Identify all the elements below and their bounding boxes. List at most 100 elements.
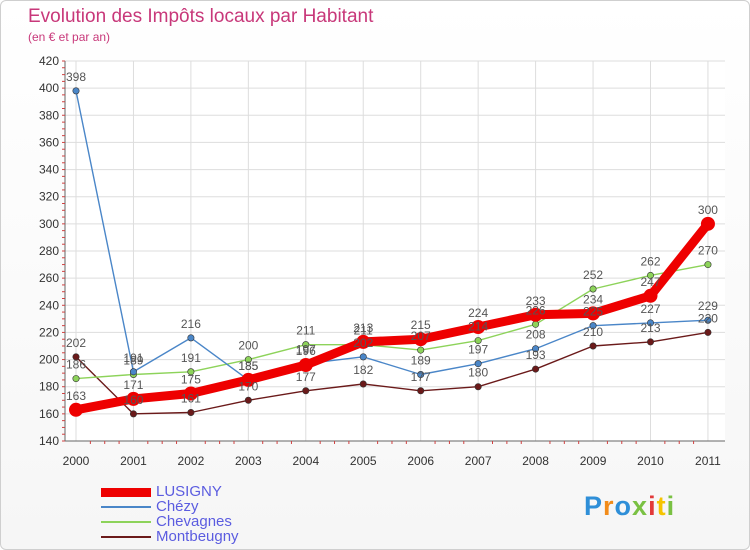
data-label: 163 [66,389,86,403]
x-tick-label: 2008 [522,454,549,468]
data-label: 191 [123,351,143,365]
data-point [359,380,367,388]
data-label: 208 [526,328,546,342]
data-point [359,353,367,361]
x-tick-label: 2007 [465,454,492,468]
data-point [129,368,137,376]
legend-label: LUSIGNY [156,483,222,500]
x-tick-label: 2002 [178,454,205,468]
data-point [528,307,543,322]
data-point [187,408,195,416]
data-point [646,271,654,279]
legend-label: Chézy [156,498,199,515]
data-point [356,334,371,349]
data-point [646,319,654,327]
data-point [72,87,80,95]
series-line-lusigny [71,219,713,415]
proxiti-logo: Proxiti [584,491,676,521]
x-tick-label: 2011 [695,454,721,468]
data-label: 185 [238,359,258,373]
data-point [532,365,540,373]
data-label: 215 [411,318,431,332]
series-line-chézy [75,90,709,381]
y-tick-label: 360 [39,135,59,149]
data-label: 227 [640,302,660,316]
data-label: 213 [640,321,660,335]
series-line-chevagnes [75,263,709,380]
data-point [244,396,252,404]
data-point [532,345,540,353]
data-point [643,288,658,303]
data-label: 234 [583,292,603,306]
data-label: 160 [123,393,143,407]
data-label: 189 [123,354,143,368]
legend-swatch [101,536,151,538]
data-point [183,386,198,401]
data-point [241,372,256,387]
y-tick-label: 420 [39,54,59,68]
data-label: 216 [181,317,201,331]
data-point [474,360,482,368]
data-label: 210 [583,325,603,339]
data-label: 207 [411,329,431,343]
data-label: 171 [123,378,143,392]
data-label: 211 [296,324,315,338]
x-tick-label: 2001 [120,454,147,468]
data-point [69,402,83,417]
x-tick-label: 2003 [235,454,262,468]
x-tick-label: 2010 [637,454,664,468]
data-point [302,387,310,395]
y-tick-label: 160 [39,407,59,421]
y-tick-label: 380 [39,108,59,122]
legend-swatch [101,487,151,497]
data-label: 182 [353,363,373,377]
data-label: 214 [468,320,488,334]
data-point [704,328,712,336]
data-label: 177 [296,370,316,384]
data-point [72,353,80,361]
data-point [298,358,313,372]
data-label: 197 [296,343,316,357]
data-label: 213 [353,321,373,335]
data-point [302,341,310,349]
data-label: 177 [411,370,431,384]
data-point [704,261,712,269]
data-point [589,342,597,350]
data-point [700,216,715,231]
data-point [474,383,482,391]
data-point [126,391,141,406]
data-label: 262 [640,254,660,268]
y-tick-label: 340 [39,163,59,177]
y-tick-label: 260 [39,271,59,285]
data-point [187,368,195,376]
data-label: 225 [583,305,603,319]
data-label: 220 [698,311,718,325]
y-tick-label: 400 [39,81,59,95]
data-point [417,346,425,354]
data-label: 226 [526,303,546,317]
data-label: 224 [468,306,488,320]
y-tick-label: 320 [39,190,59,204]
data-label: 161 [181,392,201,406]
y-tick-label: 180 [39,380,59,394]
data-point [704,316,712,324]
data-label: 191 [181,351,201,365]
data-label: 300 [698,203,718,217]
y-tick-label: 240 [39,298,59,312]
legend-swatch [101,521,151,523]
chart-title: Evolution des Impôts locaux par Habitant [28,6,374,27]
legend-label: Montbeugny [156,528,239,545]
data-label: 200 [238,339,258,353]
x-tick-label: 2000 [63,454,90,468]
data-label: 180 [468,366,488,380]
y-tick-label: 200 [39,353,59,367]
legend-swatch [101,506,151,508]
data-point [72,375,80,383]
data-point [589,322,597,330]
data-label: 270 [698,244,718,258]
data-point [129,410,137,418]
data-point [417,387,425,395]
legend-label: Chevagnes [156,513,232,530]
y-tick-label: 280 [39,244,59,258]
